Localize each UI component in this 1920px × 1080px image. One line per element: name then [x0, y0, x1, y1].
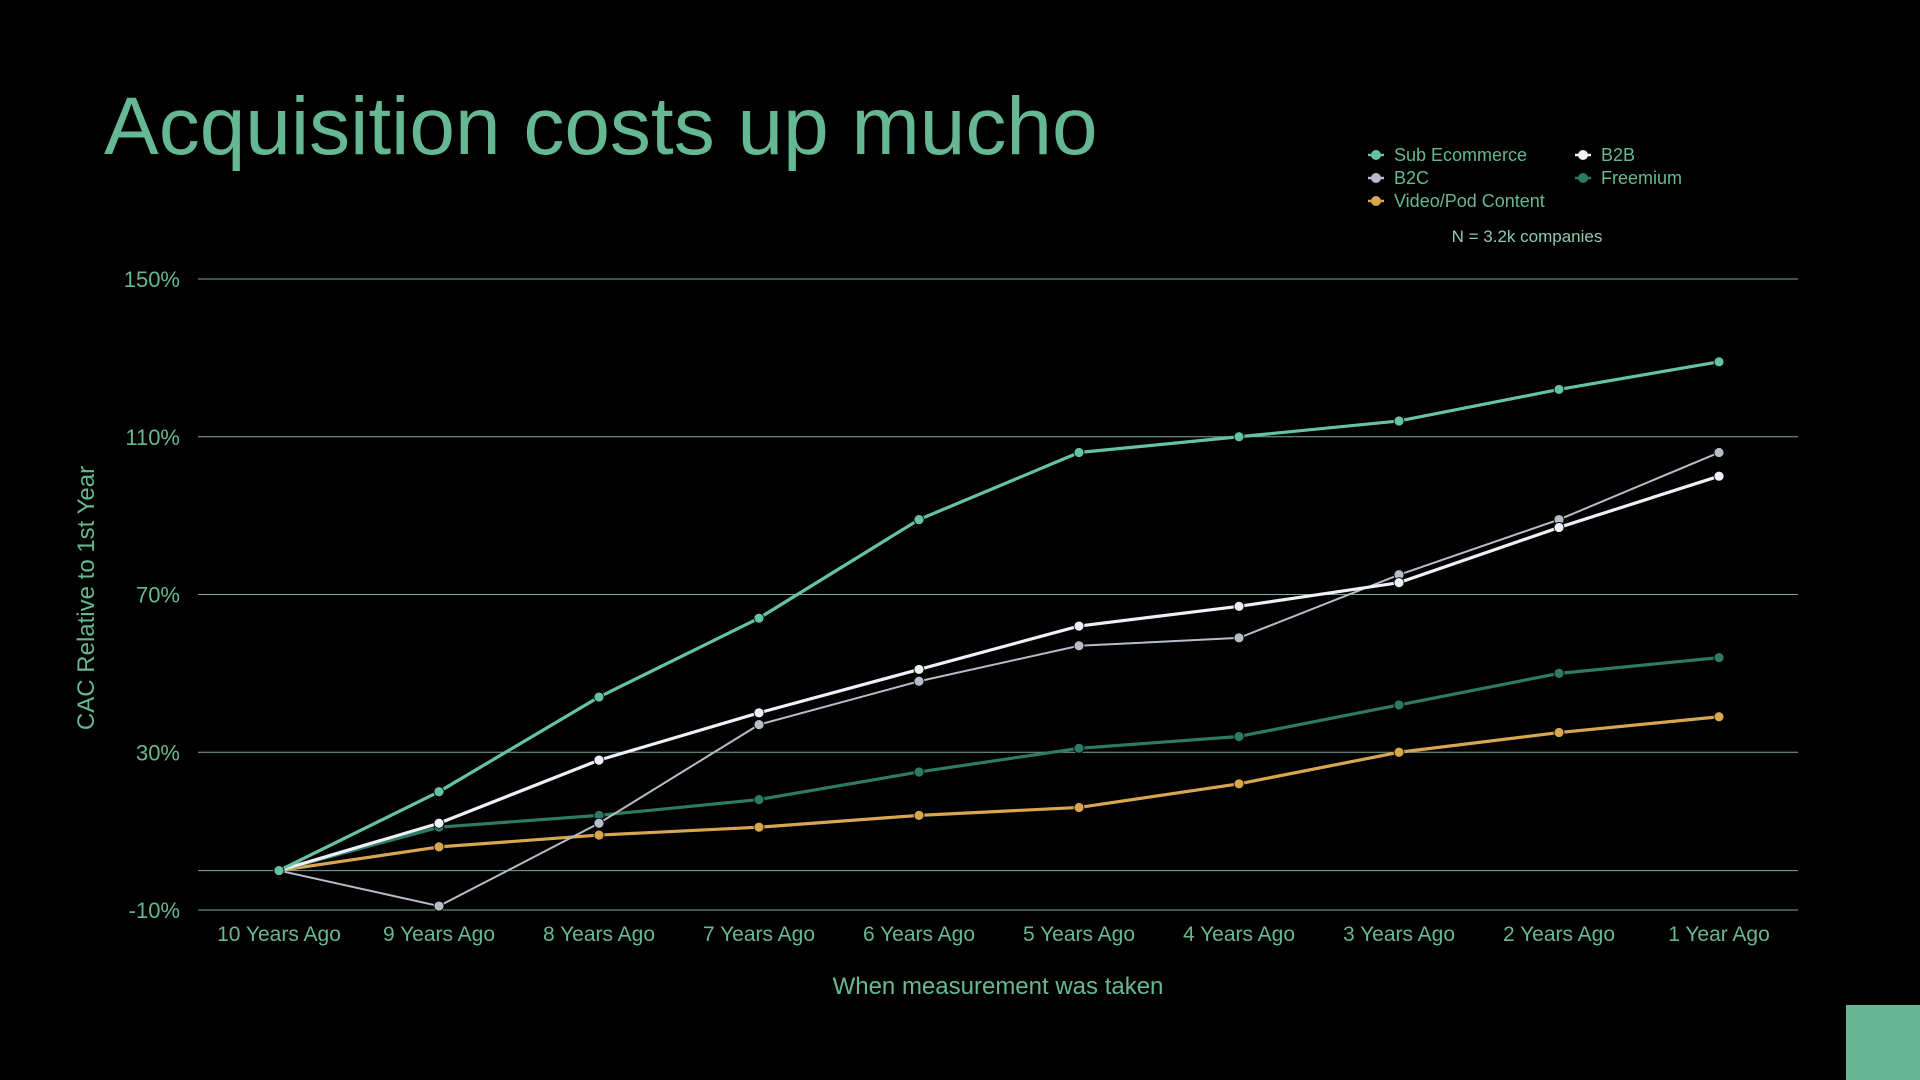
- sample-size-note: N = 3.2k companies: [1452, 227, 1603, 246]
- data-point-freemium: [754, 795, 764, 805]
- data-point-freemium: [1714, 653, 1724, 663]
- data-point-freemium: [1234, 731, 1244, 741]
- legend-label: Freemium: [1601, 168, 1682, 188]
- y-tick-label: 30%: [136, 740, 180, 765]
- y-axis-ticks: -10% 30% 70% 110% 150%: [124, 267, 180, 923]
- data-point-freemium: [1074, 743, 1084, 753]
- data-point-b2b: [594, 755, 604, 765]
- legend-item-video-pod-content: Video/Pod Content: [1368, 191, 1545, 211]
- legend-label: Sub Ecommerce: [1394, 145, 1527, 165]
- data-point-video-pod-content: [434, 842, 444, 852]
- data-point-b2c: [1234, 633, 1244, 643]
- x-tick-label: 7 Years Ago: [703, 923, 815, 946]
- data-point-b2b: [754, 708, 764, 718]
- data-point-sub-ecommerce: [434, 787, 444, 797]
- data-point-video-pod-content: [1554, 728, 1564, 738]
- y-tick-label: 110%: [125, 425, 180, 450]
- corner-accent-block: [1846, 1005, 1920, 1080]
- legend-label: Video/Pod Content: [1394, 191, 1545, 211]
- y-tick-label: -10%: [129, 898, 180, 923]
- data-point-b2c: [434, 901, 444, 911]
- legend-label: B2C: [1394, 168, 1429, 188]
- series-line-b2c: [279, 453, 1719, 907]
- data-point-freemium: [914, 767, 924, 777]
- data-point-b2c: [594, 818, 604, 828]
- data-point-sub-ecommerce: [754, 613, 764, 623]
- chart-legend: Sub Ecommerce B2B B2C Freemium Video/Pod Con…: [1368, 145, 1682, 211]
- legend-swatch-dot: [1578, 173, 1588, 183]
- x-axis-ticks: 10 Years Ago 9 Years Ago 8 Years Ago 7 Year…: [217, 923, 1770, 946]
- legend-swatch-dot: [1578, 150, 1588, 160]
- data-point-video-pod-content: [1074, 802, 1084, 812]
- y-axis-title: CAC Relative to 1st Year: [73, 466, 100, 730]
- data-point-video-pod-content: [754, 822, 764, 832]
- data-point-b2c: [914, 676, 924, 686]
- x-tick-label: 9 Years Ago: [383, 923, 495, 946]
- y-tick-label: 150%: [124, 267, 180, 292]
- data-point-sub-ecommerce: [274, 866, 284, 876]
- y-tick-label: 70%: [136, 583, 180, 608]
- x-tick-label: 5 Years Ago: [1023, 923, 1135, 946]
- data-point-b2b: [914, 664, 924, 674]
- series-lines: [274, 357, 1724, 911]
- series-video-pod-content: [274, 712, 1724, 876]
- x-tick-label: 2 Years Ago: [1503, 923, 1615, 946]
- series-line-freemium: [279, 658, 1719, 871]
- x-tick-label: 1 Year Ago: [1668, 923, 1770, 946]
- legend-item-b2b: B2B: [1575, 145, 1635, 165]
- data-point-b2b: [1074, 621, 1084, 631]
- data-point-video-pod-content: [1394, 747, 1404, 757]
- data-point-sub-ecommerce: [1074, 448, 1084, 458]
- data-point-b2b: [434, 818, 444, 828]
- data-point-video-pod-content: [594, 830, 604, 840]
- x-axis-title: When measurement was taken: [833, 973, 1164, 1000]
- x-tick-label: 4 Years Ago: [1183, 923, 1295, 946]
- data-point-video-pod-content: [914, 810, 924, 820]
- legend-item-b2c: B2C: [1368, 168, 1429, 188]
- data-point-b2b: [1394, 578, 1404, 588]
- data-point-sub-ecommerce: [914, 515, 924, 525]
- legend-label: B2B: [1601, 145, 1635, 165]
- data-point-sub-ecommerce: [1714, 357, 1724, 367]
- data-point-b2b: [1714, 471, 1724, 481]
- x-tick-label: 8 Years Ago: [543, 923, 655, 946]
- data-point-b2b: [1554, 522, 1564, 532]
- data-point-sub-ecommerce: [1554, 384, 1564, 394]
- data-point-sub-ecommerce: [1394, 416, 1404, 426]
- x-tick-label: 3 Years Ago: [1343, 923, 1455, 946]
- data-point-b2b: [1234, 601, 1244, 611]
- data-point-b2c: [754, 720, 764, 730]
- x-tick-label: 6 Years Ago: [863, 923, 975, 946]
- series-line-video-pod-content: [279, 717, 1719, 871]
- legend-item-freemium: Freemium: [1575, 168, 1682, 188]
- data-point-b2c: [1714, 448, 1724, 458]
- data-point-freemium: [1394, 700, 1404, 710]
- data-point-video-pod-content: [1234, 779, 1244, 789]
- series-sub-ecommerce: [274, 357, 1724, 876]
- series-line-sub-ecommerce: [279, 362, 1719, 871]
- gridlines: [198, 279, 1798, 910]
- series-b2b: [274, 471, 1724, 875]
- x-tick-label: 10 Years Ago: [217, 923, 341, 946]
- legend-swatch-dot: [1371, 173, 1381, 183]
- data-point-sub-ecommerce: [1234, 432, 1244, 442]
- data-point-b2c: [1074, 641, 1084, 651]
- legend-swatch-dot: [1371, 150, 1381, 160]
- data-point-freemium: [1554, 668, 1564, 678]
- legend-swatch-dot: [1371, 196, 1381, 206]
- data-point-video-pod-content: [1714, 712, 1724, 722]
- legend-item-sub-ecommerce: Sub Ecommerce: [1368, 145, 1527, 165]
- data-point-sub-ecommerce: [594, 692, 604, 702]
